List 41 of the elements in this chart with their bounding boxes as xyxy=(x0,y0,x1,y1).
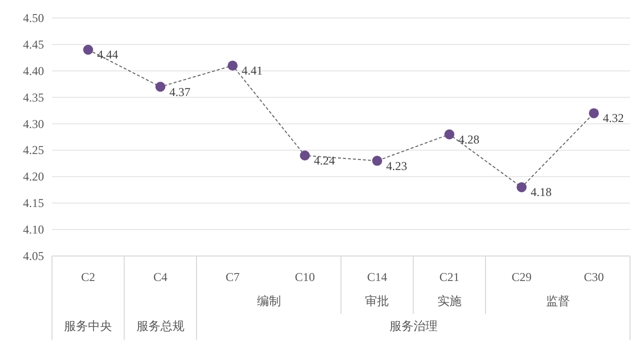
data-label: 4.23 xyxy=(386,158,408,173)
text: 服务治理 xyxy=(389,319,438,333)
data-label: 4.24 xyxy=(314,154,335,168)
data-label: 4.32 xyxy=(602,111,624,126)
text: 审批 xyxy=(365,294,390,308)
x-tick-label: C7 xyxy=(226,270,240,284)
y-tick-label: 4.15 xyxy=(23,196,44,210)
x-tick-label: C29 xyxy=(512,270,532,284)
point xyxy=(444,129,454,140)
text: 编制 xyxy=(256,294,281,308)
point xyxy=(588,108,599,118)
x-tick-label: C2 xyxy=(81,270,96,284)
x-tick-label: C30 xyxy=(584,270,604,284)
text: 监督 xyxy=(546,294,570,308)
point xyxy=(516,182,527,192)
point xyxy=(300,150,310,161)
text: 服务总规 xyxy=(136,319,184,333)
y-tick-label: 4.45 xyxy=(23,37,44,52)
text: 服务中央 xyxy=(64,319,112,333)
y-tick-label: 4.35 xyxy=(23,90,44,104)
point xyxy=(372,156,382,166)
data-label: 4.41 xyxy=(242,64,263,78)
point xyxy=(83,44,94,55)
y-tick-label: 4.25 xyxy=(23,143,44,158)
x-tick-label: C14 xyxy=(367,270,388,284)
x-tick-label: C10 xyxy=(294,270,315,284)
y-tick-label: 4.10 xyxy=(23,222,44,237)
y-tick-label: 4.20 xyxy=(23,170,44,184)
y-tick-label: 4.05 xyxy=(23,249,44,263)
y-tick-label: 4.30 xyxy=(23,116,44,131)
data-label: 4.44 xyxy=(97,48,118,62)
data-label: 4.18 xyxy=(530,185,552,200)
text: 实施 xyxy=(437,294,462,308)
x-tick-label: C21 xyxy=(439,270,460,284)
data-label: 4.28 xyxy=(458,132,480,146)
y-tick-label: 4.40 xyxy=(23,64,44,78)
point xyxy=(155,82,166,92)
y-tick-label: 4.50 xyxy=(23,11,44,25)
point xyxy=(228,60,238,71)
x-tick-label: C4 xyxy=(153,270,168,284)
data-label: 4.37 xyxy=(169,84,190,99)
